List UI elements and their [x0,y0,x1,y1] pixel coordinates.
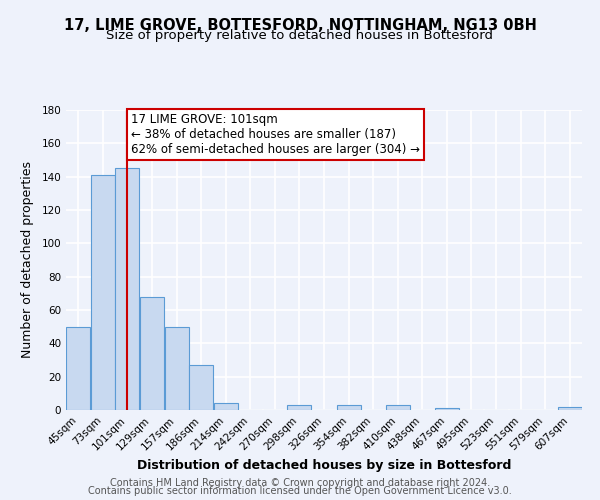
Text: 17, LIME GROVE, BOTTESFORD, NOTTINGHAM, NG13 0BH: 17, LIME GROVE, BOTTESFORD, NOTTINGHAM, … [64,18,536,32]
Bar [435,408,459,410]
Bar [337,405,361,410]
Text: Size of property relative to detached houses in Bottesford: Size of property relative to detached ho… [107,28,493,42]
Text: 17 LIME GROVE: 101sqm
← 38% of detached houses are smaller (187)
62% of semi-det: 17 LIME GROVE: 101sqm ← 38% of detached … [131,114,420,156]
Bar [66,326,91,410]
Bar [115,168,139,410]
Bar [91,175,115,410]
Text: Contains HM Land Registry data © Crown copyright and database right 2024.: Contains HM Land Registry data © Crown c… [110,478,490,488]
Bar [557,406,582,410]
X-axis label: Distribution of detached houses by size in Bottesford: Distribution of detached houses by size … [137,458,511,471]
Bar [214,404,238,410]
Text: Contains public sector information licensed under the Open Government Licence v3: Contains public sector information licen… [88,486,512,496]
Bar [164,326,188,410]
Bar [140,296,164,410]
Bar [189,365,213,410]
Y-axis label: Number of detached properties: Number of detached properties [22,162,34,358]
Bar [287,405,311,410]
Bar [386,405,410,410]
